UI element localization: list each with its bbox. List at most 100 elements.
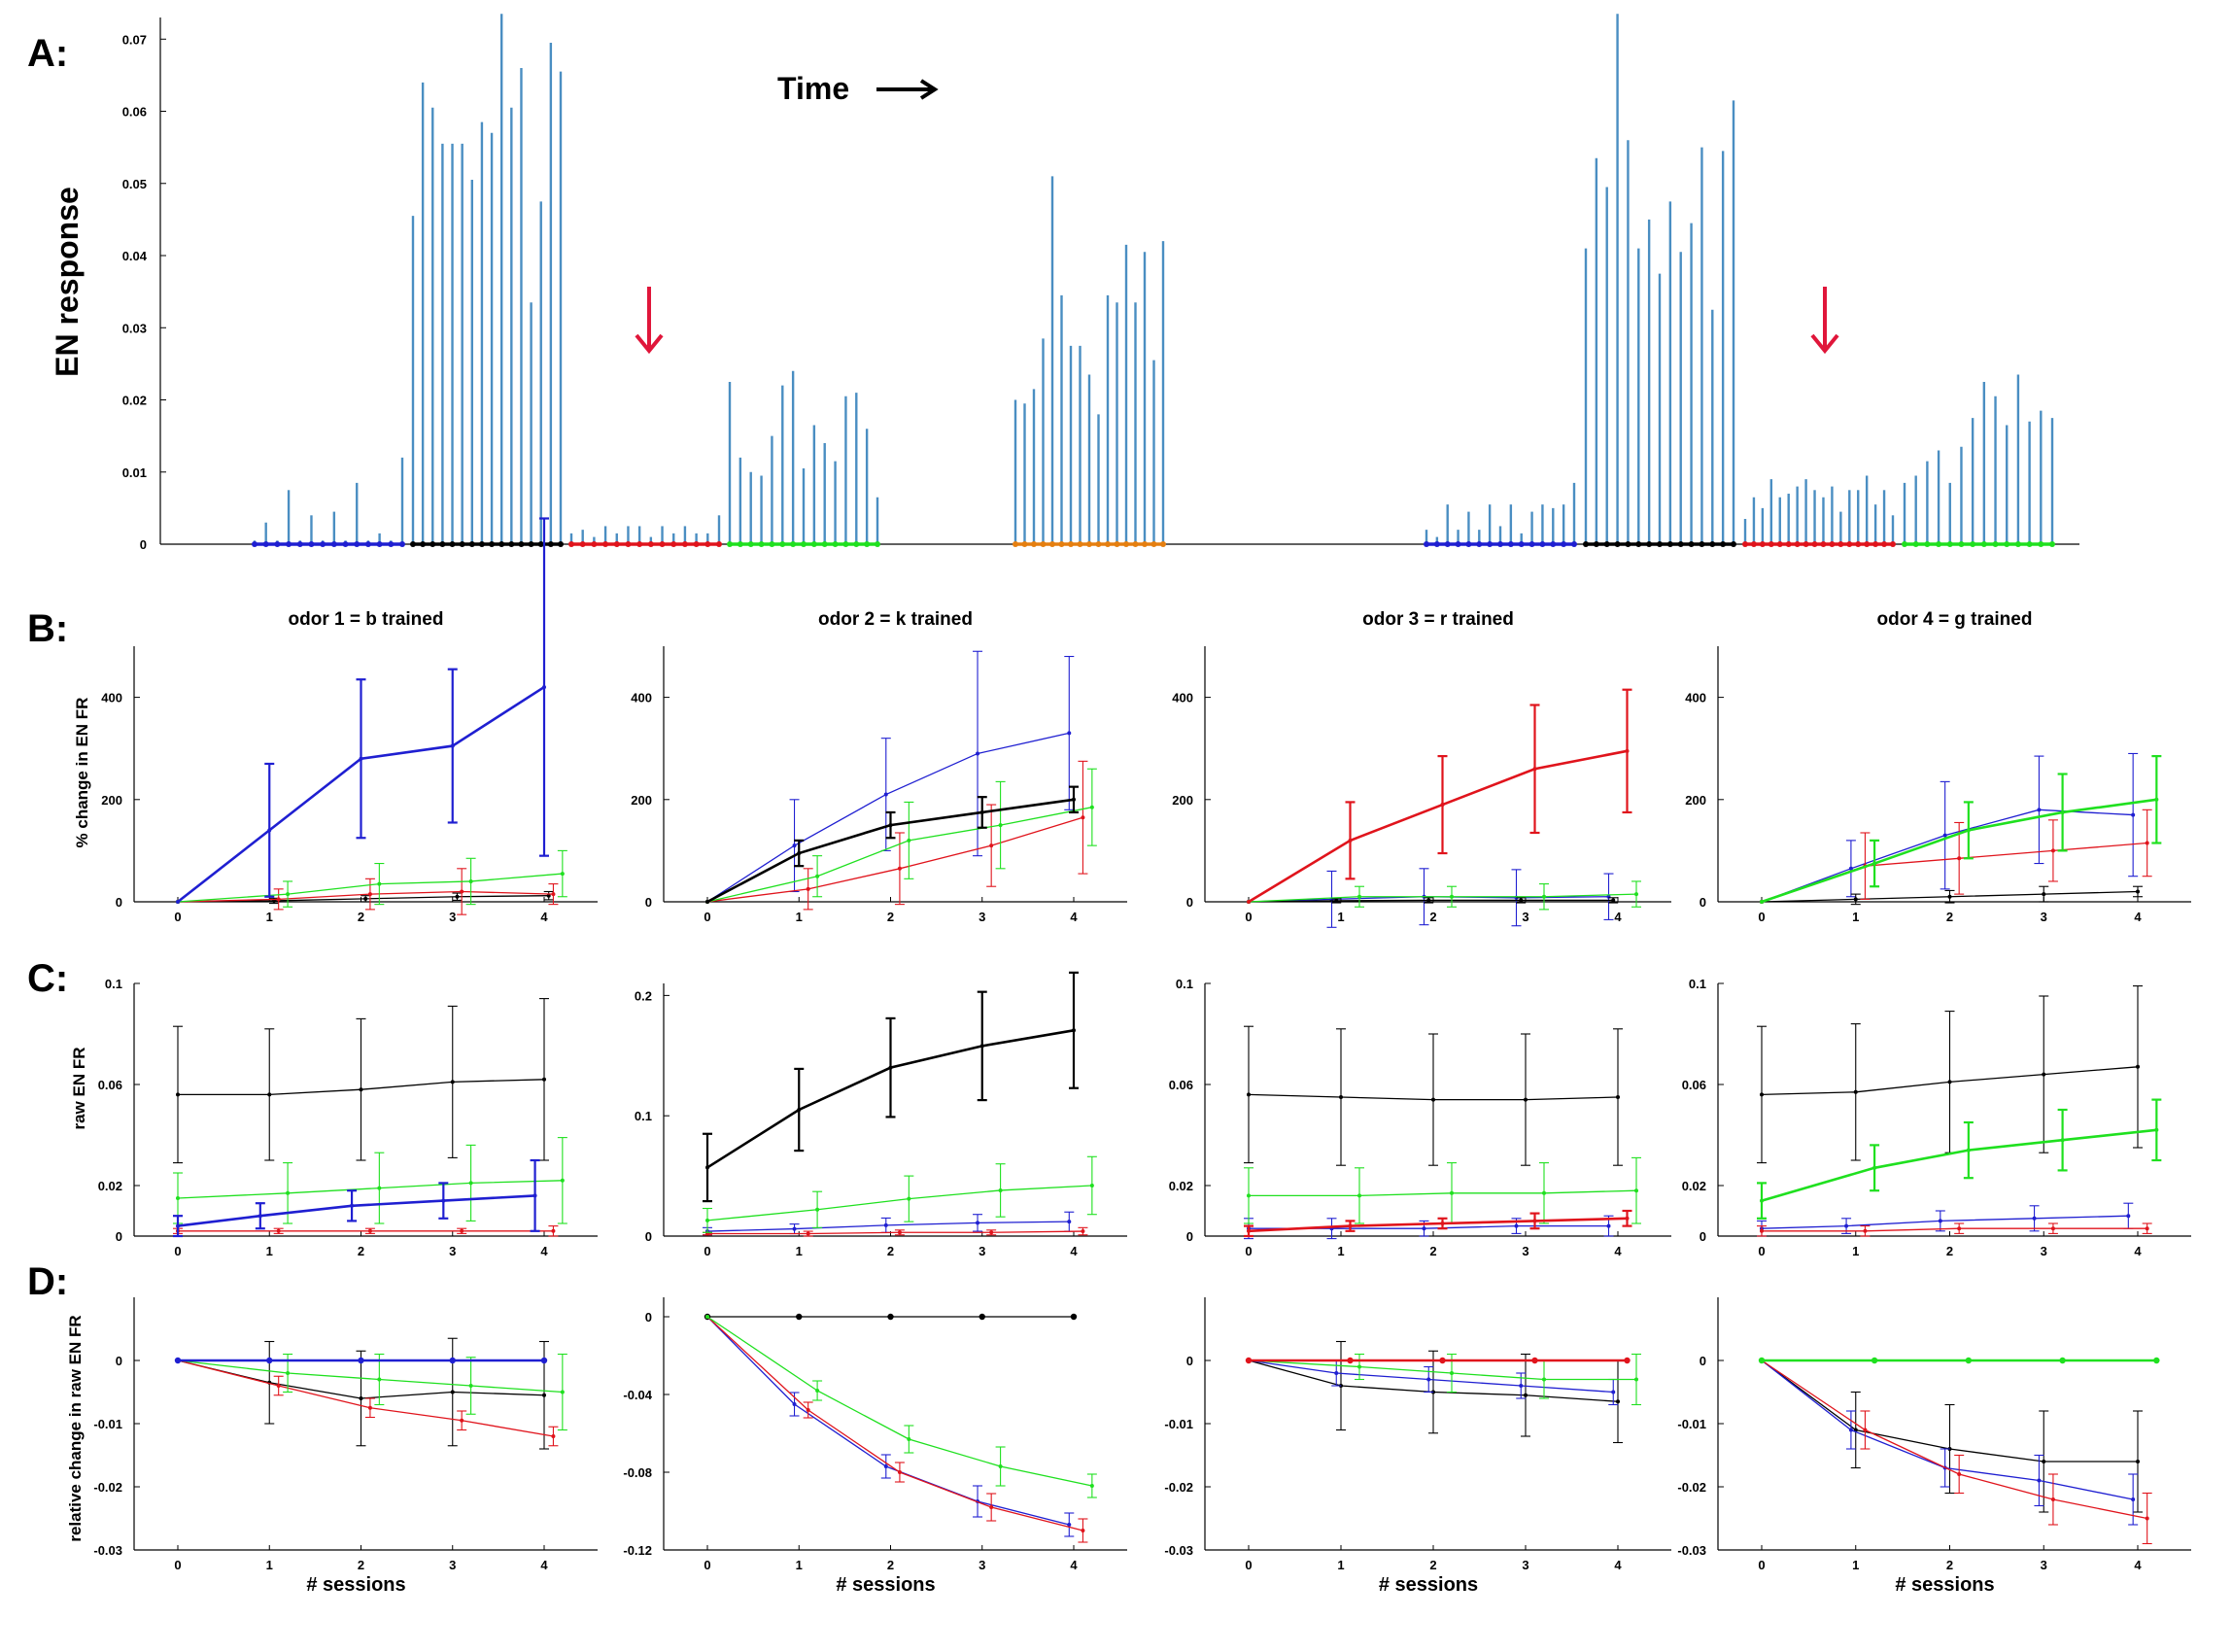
data-point (176, 1223, 180, 1228)
data-point (2037, 808, 2042, 812)
subplot-b-3: 0 200 400 0 1 2 3 4 odor 3 = r trained (1172, 609, 1671, 928)
data-point (1089, 1184, 1094, 1187)
data-point (1611, 1390, 1616, 1394)
panel-letter-c: C: (27, 957, 68, 1000)
panel-a-stimulus-dot (262, 541, 269, 547)
xtick-label: 0 (1245, 1244, 1252, 1258)
xtick-label: 4 (2134, 1244, 2142, 1258)
xtick-label: 1 (1337, 910, 1344, 924)
data-point (2042, 1072, 2046, 1077)
ytick-label: 0.02 (98, 1179, 122, 1193)
xtick-label: 4 (540, 1558, 548, 1572)
panel-a-ylabel: EN response (50, 187, 85, 377)
panel-a-stimulus-dot (801, 541, 807, 547)
panel-a-stimulus-dot (659, 541, 666, 547)
series-line (1757, 985, 2143, 1164)
xtick-label: 0 (174, 1244, 181, 1258)
series-line (176, 868, 559, 915)
data-point (815, 874, 820, 878)
down-arrow-icon (1810, 287, 1839, 355)
series-line (1760, 809, 2152, 904)
data-point (1542, 1190, 1546, 1195)
series-line (705, 650, 1075, 904)
series-line (176, 1337, 549, 1450)
panel-a-stimulus-dot (420, 541, 427, 547)
data-point (2154, 1127, 2159, 1132)
data-point (1760, 900, 1764, 904)
data-point (1347, 1357, 1354, 1364)
ytick-label: -0.08 (623, 1465, 652, 1480)
ytick-label: -0.12 (623, 1543, 652, 1558)
panel-a-stimulus-dot (1105, 541, 1111, 547)
data-point (1247, 1193, 1251, 1198)
series-line (173, 1137, 567, 1224)
data-point (1081, 815, 1085, 820)
panel-a-plot: 0 0.01 0.02 0.03 0.04 0.05 0.06 0.07 (122, 14, 2079, 552)
ytick-label: -0.04 (623, 1388, 652, 1402)
data-point (2136, 1460, 2140, 1463)
data-point (1334, 1371, 1339, 1375)
data-point (1532, 767, 1537, 772)
panel-a-stimulus-dot (1518, 541, 1525, 547)
panel-a-stimulus-dot (296, 541, 303, 547)
series-path (706, 1316, 1070, 1526)
series-line (173, 1158, 540, 1238)
panel-a-stimulus-dot (1433, 541, 1440, 547)
panel-a-ytick-label: 0.05 (122, 177, 147, 191)
panel-a-stimulus-dot (1160, 541, 1166, 547)
data-point (887, 1313, 894, 1321)
panel-a-stimulus-dot (1068, 541, 1074, 547)
data-point (1758, 1357, 1766, 1364)
panel-a-stimulus-dot (1924, 541, 1931, 547)
panel-a-stimulus-dot (1625, 541, 1631, 547)
data-point (267, 828, 272, 833)
data-point (907, 1196, 911, 1201)
panel-a-stimulus-dot (1550, 541, 1557, 547)
panel-a-stimulus-dot (1646, 541, 1653, 547)
xtick-label: 3 (2041, 1244, 2047, 1258)
xtick-label: 2 (887, 1558, 894, 1572)
panel-a-stimulus-dot (737, 541, 743, 547)
panel-a-stimulus-dot (1583, 541, 1589, 547)
panel-a-stimulus-dot (1077, 541, 1083, 547)
data-point (897, 1470, 902, 1474)
panel-a-stimulus-dot (821, 541, 828, 547)
data-point (1966, 1148, 1971, 1153)
series-line (1760, 1359, 2152, 1545)
series-path (177, 1359, 563, 1394)
data-point (546, 893, 551, 898)
subplot-d-3: -0.03 -0.02 -0.01 0 0 1 2 3 4 # sessions (1164, 1297, 1671, 1596)
panel-a-stimulus-dot (1970, 541, 1976, 547)
series-line (705, 760, 1088, 911)
data-point (540, 1357, 548, 1364)
xtick-label: 2 (1429, 1558, 1436, 1572)
data-point (705, 1165, 709, 1170)
series-line (1760, 754, 2162, 904)
xtick-label: 4 (540, 910, 548, 924)
panel-d-ylabel: relative change in raw EN FR (66, 1315, 85, 1541)
data-point (1848, 1428, 1853, 1432)
data-point (1634, 1188, 1638, 1193)
panel-a-stimulus-dot (602, 541, 609, 547)
panel-a-stimulus-dot (1912, 541, 1919, 547)
data-point (1067, 1220, 1072, 1224)
panel-a-stimulus-dot (330, 541, 337, 547)
series-line (705, 1315, 1075, 1537)
ytick-label: 0 (1186, 1229, 1193, 1244)
xtick-label: 4 (2134, 1558, 2142, 1572)
data-point (2037, 1478, 2042, 1483)
series-line (1757, 1202, 2134, 1237)
data-point (1616, 1399, 1620, 1404)
data-point (998, 1464, 1003, 1468)
panel-a-stimulus-dot (1455, 541, 1461, 547)
data-point (998, 1187, 1003, 1192)
panel-a-time-label: Time (777, 71, 849, 106)
panel-a-stimulus-dot (1049, 541, 1055, 547)
data-point (1440, 1222, 1445, 1225)
data-point (1450, 1371, 1454, 1375)
ytick-label: 0 (116, 1354, 122, 1368)
series-line (1247, 897, 1619, 904)
series-line (176, 1353, 567, 1431)
ytick-label: 200 (1685, 793, 1706, 808)
panel-a-stimulus-dot (308, 541, 315, 547)
